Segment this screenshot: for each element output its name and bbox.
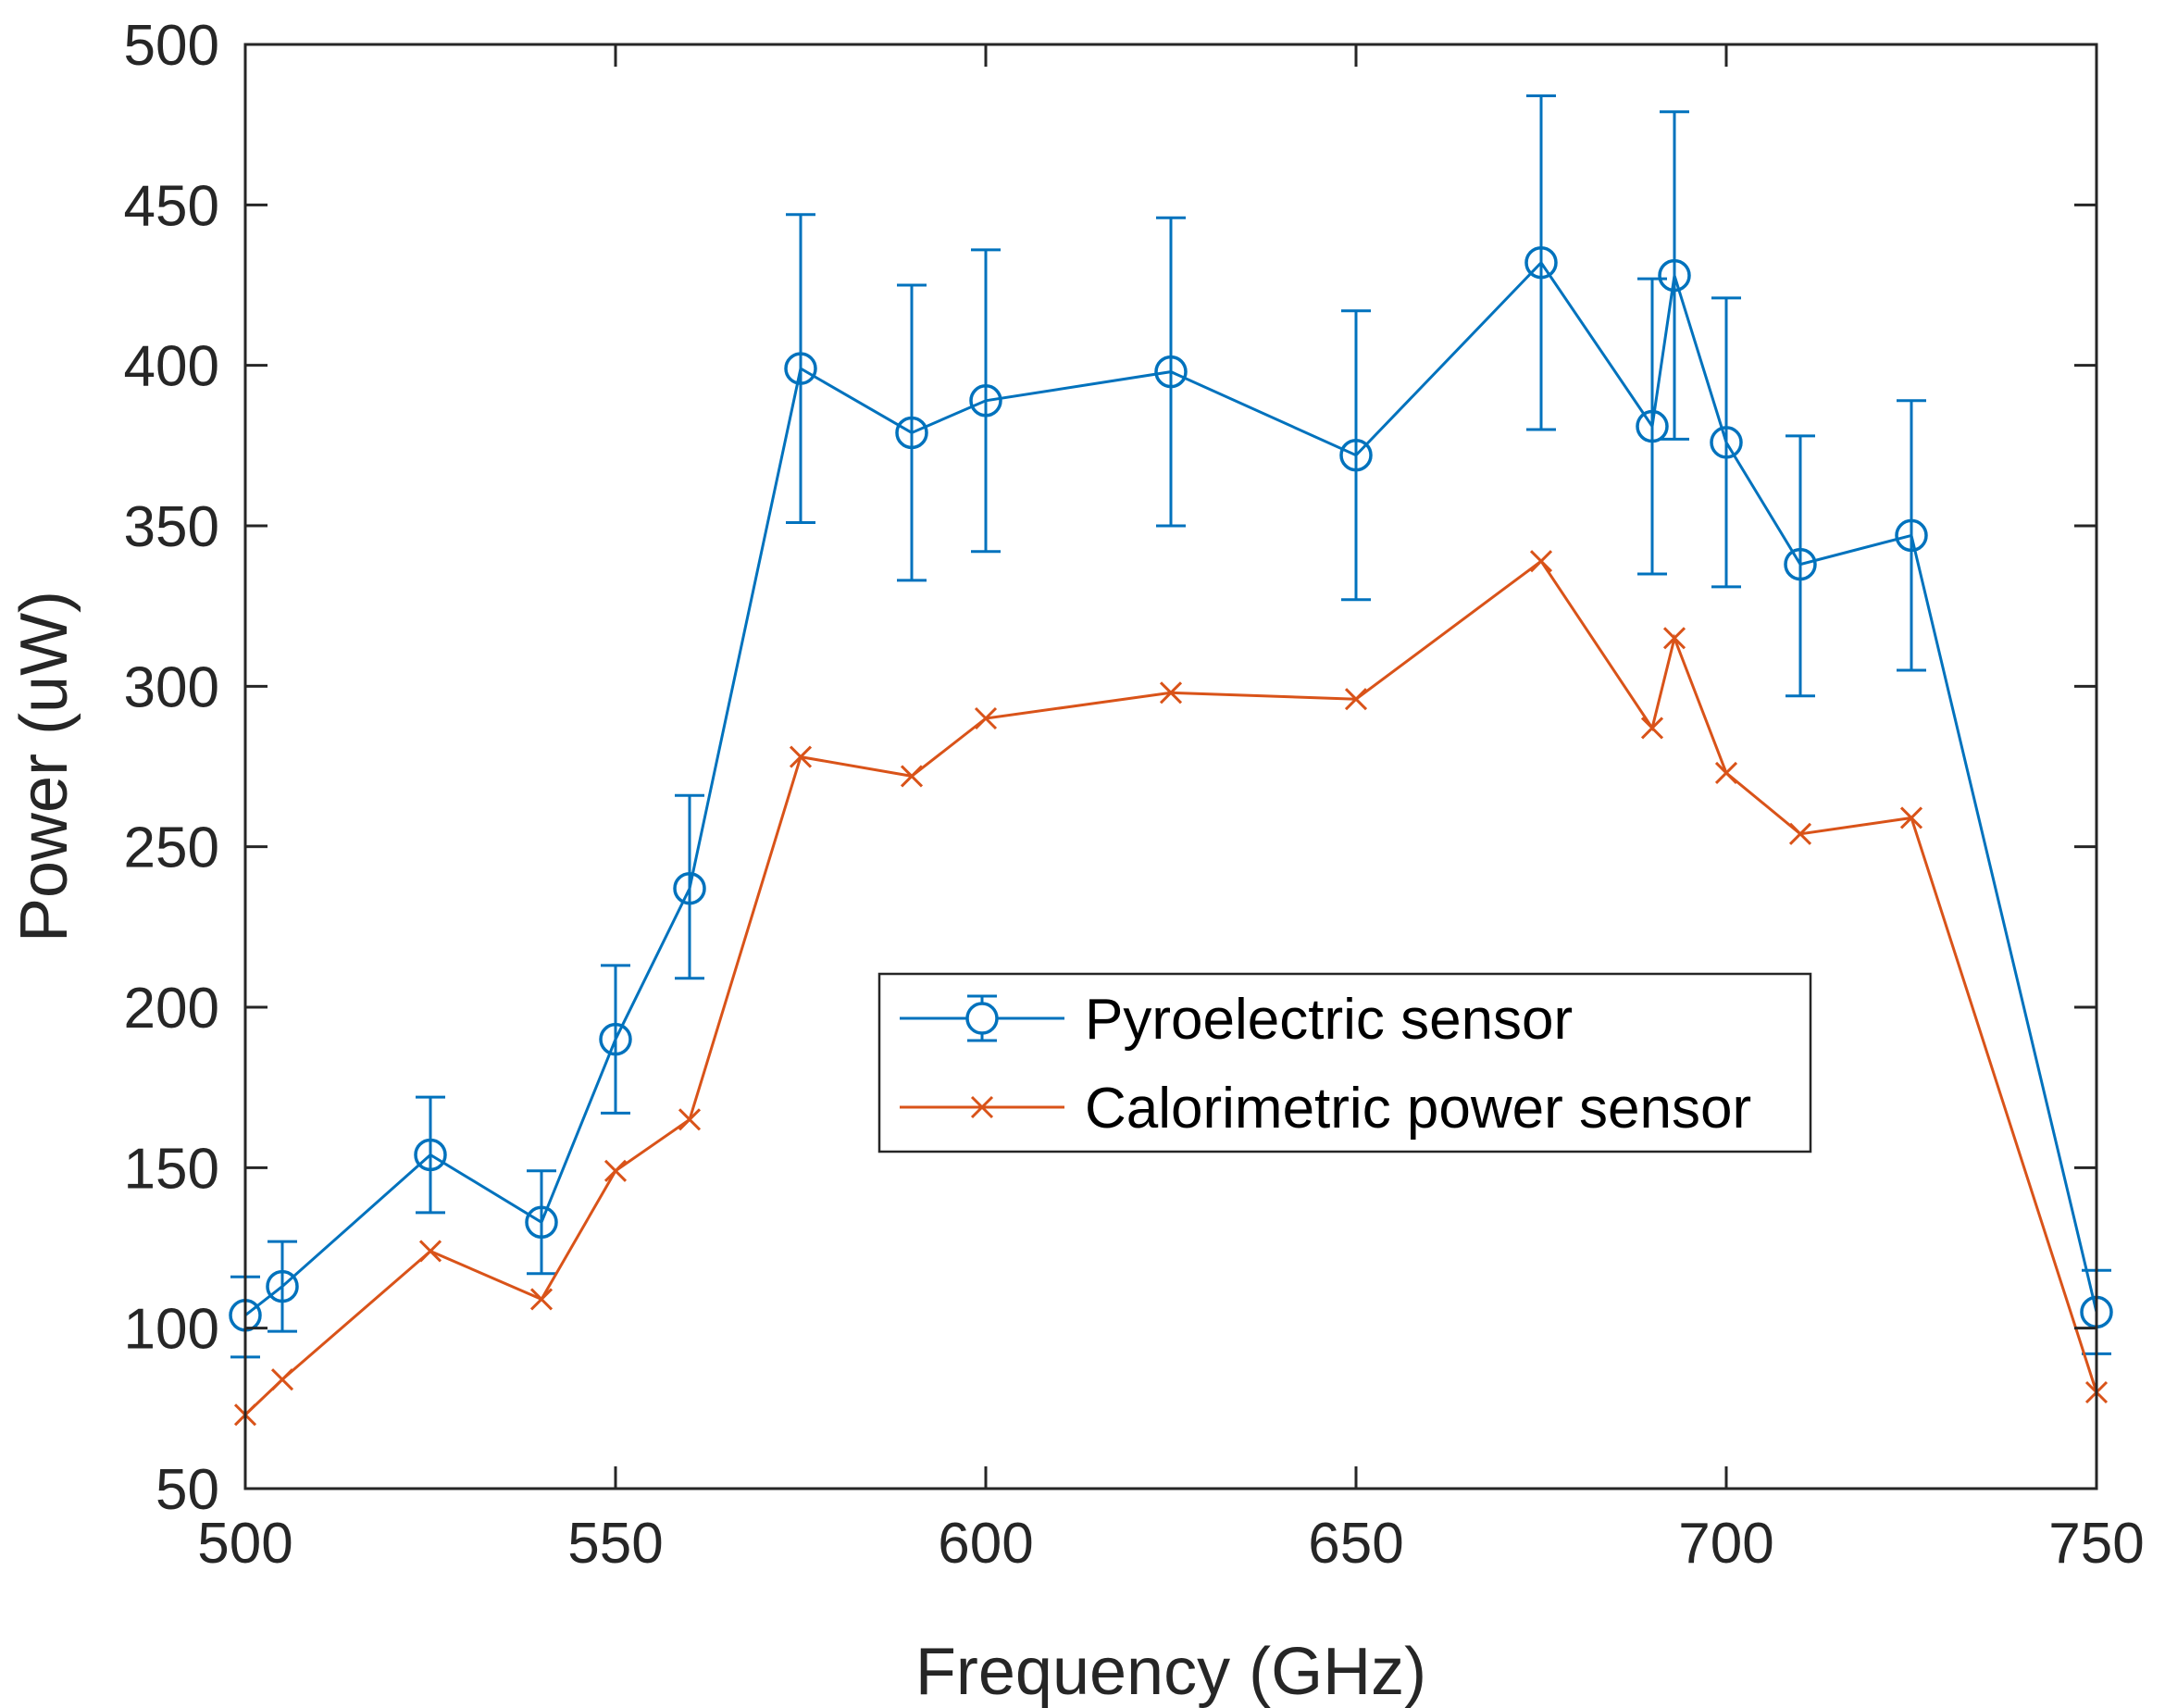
data-point [1159,681,1183,704]
y-tick-label: 200 [124,977,219,1041]
data-point [266,1269,299,1303]
error-bar [897,283,927,582]
x-marker-stroke [270,1368,294,1391]
series-line-calorimetric [243,558,2098,1416]
error-bar [1711,296,1741,589]
x-marker-stroke [970,1095,994,1119]
error-bar [1156,216,1186,528]
error-bar [675,793,704,980]
error-bar [1897,399,1926,672]
y-tick-label: 250 [124,817,219,880]
data-point [900,765,924,788]
error-bar [1786,434,1815,698]
error-bar [527,1169,556,1276]
x-marker-stroke [678,1108,702,1131]
data-point [270,1368,294,1391]
x-tick-label: 750 [2048,1512,2144,1576]
legend-label: Calorimetric power sensor [1085,1077,1751,1141]
x-marker-stroke [418,1240,442,1263]
data-point [1344,688,1368,711]
data-point [603,1159,628,1182]
error-bar [601,964,630,1115]
data-point [525,1205,558,1240]
series-pyroelectric [229,94,2113,1359]
x-marker-stroke [529,1288,554,1311]
legend-entry: Pyroelectric sensor [900,988,1573,1052]
data-point [678,1108,702,1131]
data-point [784,352,817,385]
data-point [1339,438,1373,472]
data-point [1710,426,1743,459]
series-line-pyroelectric [244,260,2098,1316]
error-bar [1526,94,1556,431]
y-axis-label: Power (uW) [7,591,81,942]
axes-layer: 500 550 600 650 700 750 50 100 150 200 250 300 350 40… [124,14,2145,1576]
y-tick-label: 450 [124,174,219,238]
x-marker-stroke [1529,550,1553,573]
data-point [789,745,813,768]
legend: Pyroelectric sensor Calorimetric power se… [877,972,1812,1153]
data-point [1658,258,1691,293]
error-bar [416,1095,445,1215]
data-point [414,1138,447,1172]
y-tick-label: 300 [124,655,219,719]
data-point [1714,761,1738,784]
data-point [1899,806,1923,829]
y-tick-label: 150 [124,1137,219,1201]
y-tick-label: 350 [124,495,219,559]
error-bar [786,213,815,525]
data-point [1662,627,1686,650]
error-bar [268,1240,297,1333]
data-point [599,1022,632,1056]
error-bar [1341,309,1371,602]
legend-marker [965,1002,999,1035]
x-tick-label: 650 [1308,1512,1403,1576]
error-bar [1637,277,1667,576]
x-marker-stroke [1662,627,1686,650]
y-tick-label: 400 [124,335,219,399]
data-point [418,1240,442,1263]
x-marker-stroke [1159,681,1183,704]
legend-label: Pyroelectric sensor [1085,988,1573,1052]
data-point [1154,355,1188,389]
x-marker-stroke [1788,822,1812,845]
x-tick-label: 550 [567,1512,663,1576]
x-tick-label: 700 [1678,1512,1773,1576]
y-tick-label: 100 [124,1298,219,1362]
data-point [1784,547,1817,581]
data-point [895,416,928,450]
legend-marker [970,1095,994,1119]
series-layer [229,94,2113,1427]
data-point [1524,245,1558,280]
data-point [1788,822,1812,845]
data-point [1529,550,1553,573]
axes-box [243,43,2098,1490]
error-bar [1660,110,1689,441]
x-tick-label: 600 [938,1512,1033,1576]
data-point [974,706,998,730]
data-point [673,871,706,905]
error-bar [971,248,1001,554]
legend-box [877,972,1812,1153]
x-tick-label: 500 [197,1512,292,1576]
x-axis-label: Frequency (GHz) [915,1635,1426,1708]
data-point [1640,717,1664,740]
data-point [529,1288,554,1311]
x-marker-stroke [1899,806,1923,829]
data-point [1636,409,1669,443]
data-point [1895,518,1928,553]
x-marker-stroke [789,745,813,768]
x-marker-stroke [900,765,924,788]
y-tick-label: 500 [124,14,219,78]
data-point [969,384,1002,418]
x-marker-stroke [1344,688,1368,711]
x-marker-stroke [603,1159,628,1182]
legend-entry: Calorimetric power sensor [900,1077,1751,1141]
x-marker-stroke [1640,717,1664,740]
x-marker-stroke [1714,761,1738,784]
y-tick-label: 50 [156,1458,219,1522]
x-marker-stroke [974,706,998,730]
